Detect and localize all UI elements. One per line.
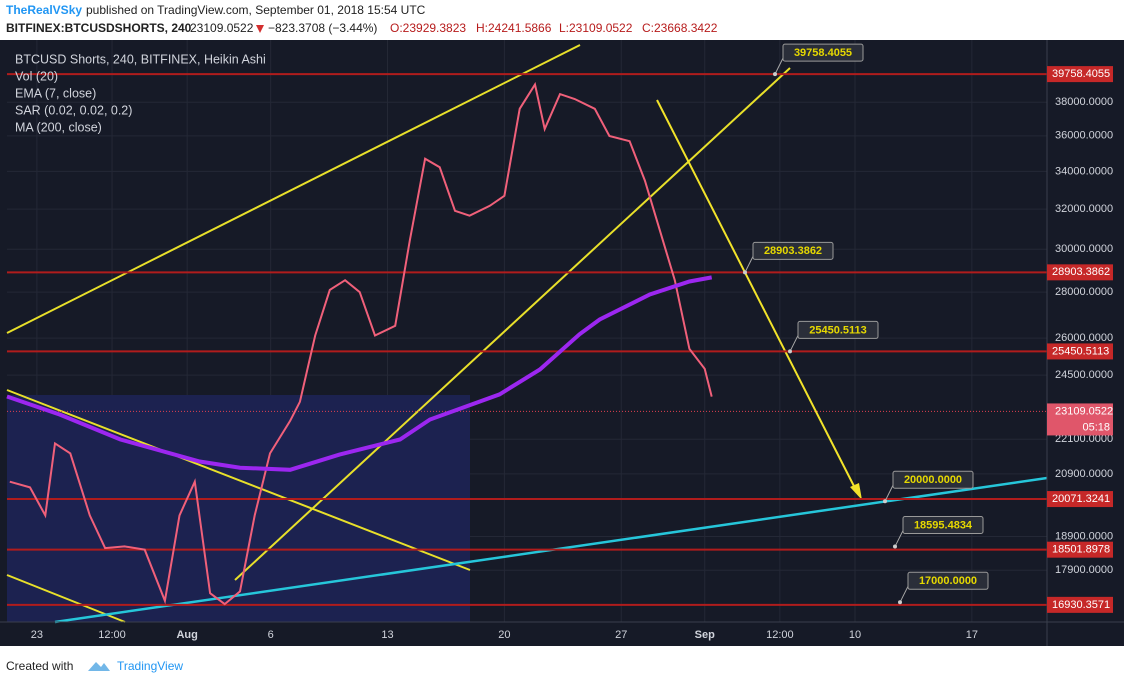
callout-box	[797, 320, 879, 339]
y-tick-label: 32000.0000	[1055, 203, 1113, 215]
callout-label: 17000.0000	[919, 575, 977, 587]
arrow-head	[850, 483, 862, 500]
legend-item: SAR (0.02, 0.02, 0.2)	[15, 103, 132, 117]
callout-tip	[893, 544, 897, 549]
high: H:24241.5866	[476, 21, 552, 35]
y-tick-label: 20900.0000	[1055, 468, 1113, 480]
plot: 39758.4055 28903.3862 25450.5113 20000.0000…	[6, 40, 1048, 624]
y-tick-label: 36000.0000	[1055, 130, 1113, 142]
x-tick-label: 17	[966, 629, 978, 641]
level-tag-label: 18501.8978	[1052, 544, 1110, 556]
down-icon	[256, 25, 264, 33]
trendline	[6, 44, 581, 334]
y-tick-label: 34000.0000	[1055, 165, 1113, 177]
low: L:23109.0522	[559, 21, 633, 35]
legend-item: EMA (7, close)	[15, 86, 96, 100]
x-tick-label: 23	[31, 629, 43, 641]
callout-label: 18595.4834	[914, 519, 973, 531]
callout-label: 25450.5113	[809, 324, 867, 336]
x-tick-label: 13	[381, 629, 393, 641]
callout-tip	[883, 499, 887, 504]
y-tick-label: 17900.0000	[1055, 564, 1113, 576]
author[interactable]: TheRealVSky	[6, 3, 82, 17]
x-tick-label: 6	[268, 629, 274, 641]
x-tick-label: 10	[849, 629, 861, 641]
series-line	[9, 81, 713, 606]
level-tag-label: 16930.3571	[1052, 599, 1110, 611]
last-price: 23109.0522	[190, 21, 254, 35]
open: O:23929.3823	[390, 21, 466, 35]
brand[interactable]: TradingView	[117, 659, 183, 673]
callout-tip	[773, 72, 777, 77]
callout-tip	[788, 349, 792, 354]
level-tag	[1047, 264, 1113, 281]
logo	[88, 662, 110, 671]
level-tag-label: 25450.5113	[1052, 345, 1109, 357]
legend-item: Vol (20)	[15, 69, 58, 83]
x-tick-label: Sep	[695, 629, 715, 641]
callout-label: 20000.0000	[904, 474, 962, 486]
y-tick-label: 30000.0000	[1055, 243, 1113, 255]
y-tick-label: 28000.0000	[1055, 286, 1113, 298]
trendline	[234, 67, 791, 581]
callout-box	[902, 516, 984, 535]
countdown: 05:18	[1082, 421, 1110, 433]
symbol: BITFINEX:BTCUSDSHORTS, 240	[6, 21, 192, 35]
callout-box	[752, 241, 834, 260]
y-tick-label: 18900.0000	[1055, 530, 1113, 542]
level-tag	[1047, 66, 1113, 83]
callout-label: 28903.3862	[764, 245, 822, 257]
y-tick-label: 26000.0000	[1055, 332, 1113, 344]
legend-item: BTCUSD Shorts, 240, BITFINEX, Heikin Ash…	[15, 52, 266, 66]
published: published on TradingView.com, September …	[86, 3, 426, 17]
level-tag	[1047, 491, 1113, 508]
legend-item: MA (200, close)	[15, 120, 102, 134]
price-tag-label: 23109.0522	[1055, 405, 1113, 417]
x-tick-label: 12:00	[98, 629, 126, 641]
created-with: Created with	[6, 659, 73, 673]
callout-tip	[898, 600, 902, 605]
price-tag	[1047, 403, 1113, 436]
arrow-line	[656, 99, 859, 495]
series-line	[6, 275, 713, 472]
level-tag-label: 20071.3241	[1052, 493, 1110, 505]
callout-box	[892, 470, 974, 489]
y-tick-label: 24500.0000	[1055, 369, 1113, 381]
level-tag-label: 28903.3862	[1052, 266, 1110, 278]
trendline	[6, 389, 471, 571]
callout-label: 39758.4055	[794, 47, 852, 59]
y-tick-label: 38000.0000	[1055, 96, 1113, 108]
change: −823.3708 (−3.44%)	[268, 21, 377, 35]
x-tick-label: 12:00	[766, 629, 794, 641]
level-tag	[1047, 343, 1113, 360]
callout-tip	[743, 270, 747, 275]
x-tick-label: 27	[615, 629, 627, 641]
y-tick-label: 22100.0000	[1055, 433, 1113, 445]
close: C:23668.3422	[642, 21, 718, 35]
level-tag	[1047, 541, 1113, 558]
level-tag-label: 39758.4055	[1052, 68, 1110, 80]
x-tick-label: 20	[498, 629, 510, 641]
level-tag	[1047, 596, 1113, 613]
callout-box	[907, 571, 989, 590]
callout-box	[782, 43, 864, 62]
channel-shade	[7, 395, 470, 622]
x-tick-label: Aug	[176, 629, 197, 641]
